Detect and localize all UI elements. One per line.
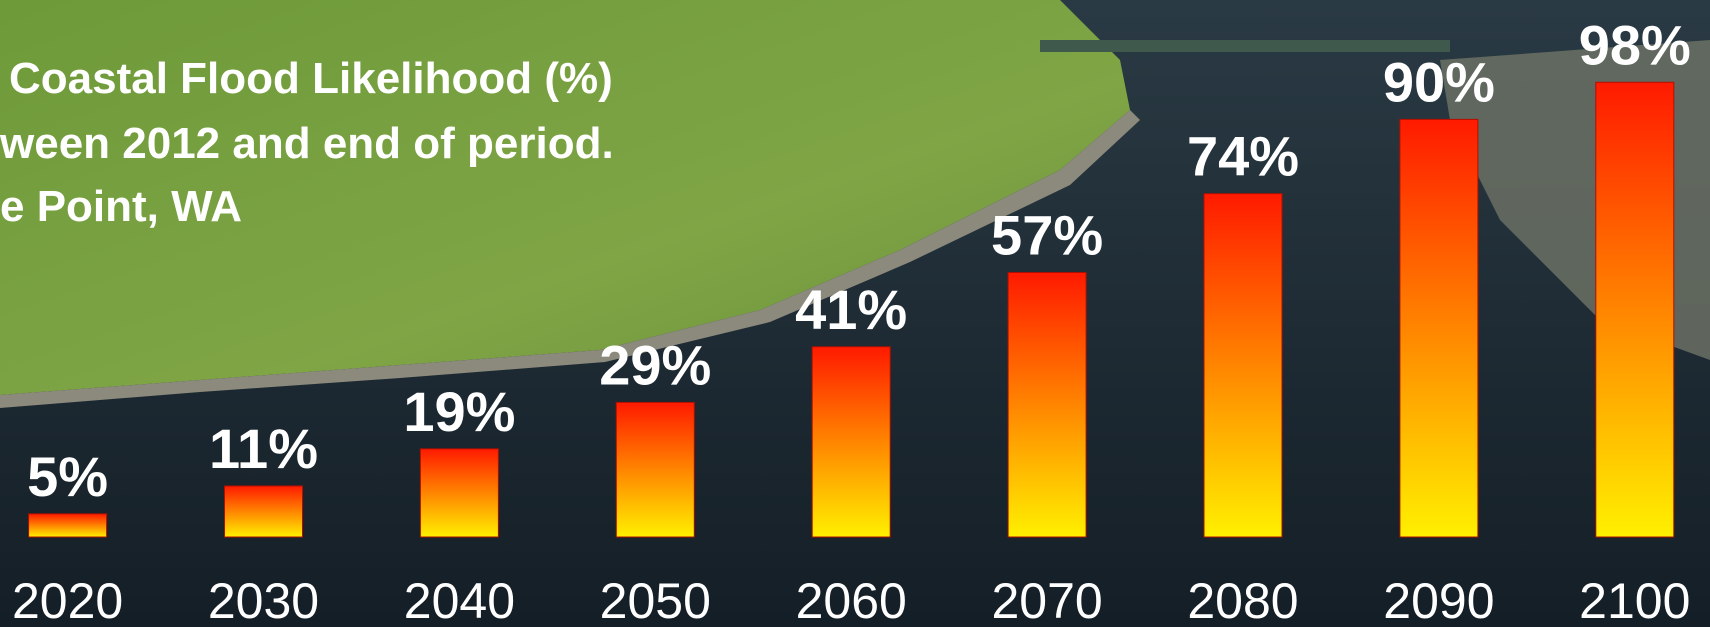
x-tick-label: 2030	[208, 573, 319, 627]
background-bridge	[1040, 40, 1450, 52]
value-label: 57%	[991, 204, 1103, 267]
value-label: 41%	[795, 278, 907, 341]
title-line: Coastal Flood Likelihood (%)	[9, 54, 613, 103]
background-shore	[0, 110, 1140, 408]
bar	[1595, 81, 1675, 538]
x-tick-label: 2070	[991, 573, 1102, 627]
title-line: e Point, WA	[0, 182, 242, 231]
value-label: 11%	[209, 417, 318, 480]
value-label: 5%	[27, 445, 108, 508]
bar	[224, 485, 303, 538]
background-field	[0, 0, 1130, 395]
bar	[615, 401, 695, 538]
x-tick-label: 2100	[1579, 573, 1690, 627]
x-tick-label: 2090	[1383, 573, 1494, 627]
value-label: 19%	[403, 380, 515, 443]
bar	[811, 346, 891, 538]
bar	[419, 448, 499, 538]
x-tick-label: 2020	[12, 573, 123, 627]
value-label: 90%	[1383, 50, 1495, 113]
value-label: 74%	[1187, 125, 1299, 188]
value-label: 29%	[599, 333, 711, 396]
x-tick-label: 2080	[1187, 573, 1298, 627]
bar	[28, 513, 108, 538]
bar	[1203, 193, 1283, 538]
bar	[1007, 272, 1087, 538]
value-label: 98%	[1579, 13, 1691, 76]
x-tick-label: 2060	[796, 573, 907, 627]
x-tick-label: 2040	[404, 573, 515, 627]
x-tick-label: 2050	[600, 573, 711, 627]
title-line: ween 2012 and end of period.	[0, 119, 614, 168]
bar	[1399, 118, 1479, 538]
